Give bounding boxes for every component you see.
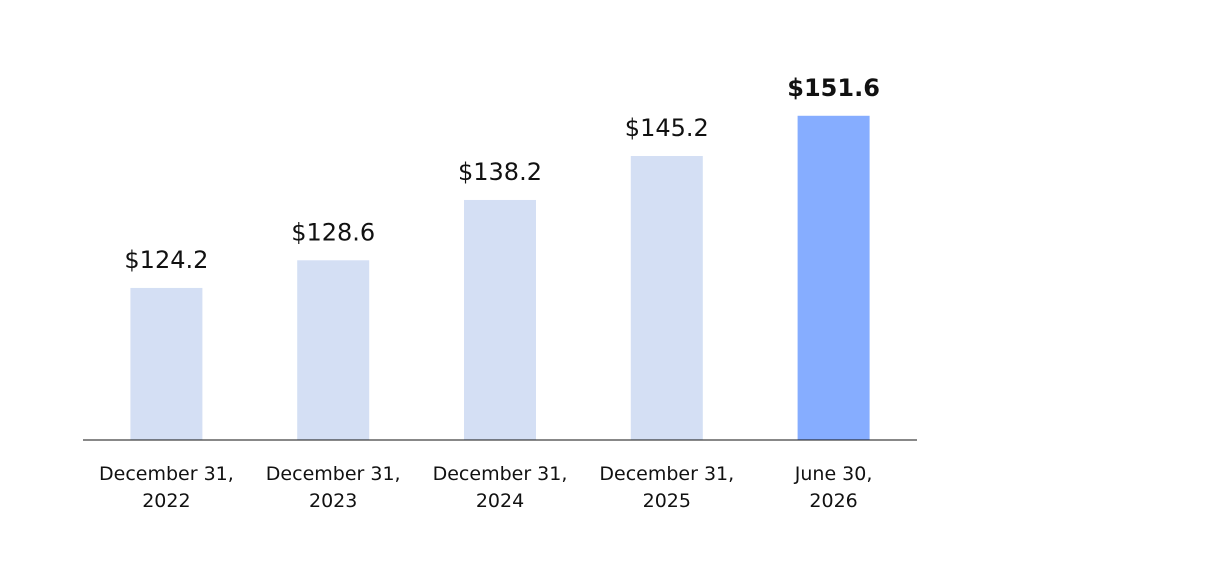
x-tick-label: June 30, 2026 bbox=[794, 463, 873, 512]
value-label: $145.2 bbox=[625, 114, 709, 142]
bar bbox=[797, 115, 870, 440]
bar bbox=[297, 260, 370, 440]
bar bbox=[130, 287, 203, 440]
x-tick-label: December 31, 2024 bbox=[432, 463, 568, 512]
value-label: $128.6 bbox=[291, 218, 375, 246]
bar bbox=[630, 155, 703, 440]
value-label: $151.6 bbox=[787, 74, 880, 102]
x-tick-label: December 31, 2025 bbox=[599, 463, 735, 512]
value-label: $124.2 bbox=[124, 246, 208, 274]
bar bbox=[464, 199, 536, 440]
x-tick-label: December 31, 2022 bbox=[99, 463, 234, 512]
value-label: $138.2 bbox=[458, 158, 542, 186]
x-tick-label: December 31, 2023 bbox=[265, 463, 401, 512]
